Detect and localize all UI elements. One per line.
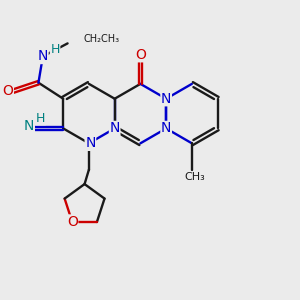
Text: N: N (161, 122, 171, 135)
Text: N: N (24, 119, 34, 133)
Text: N: N (38, 50, 48, 64)
Text: O: O (67, 215, 78, 229)
Text: N: N (110, 122, 120, 135)
Text: N: N (161, 92, 171, 106)
Text: N: N (85, 136, 96, 150)
Text: CH₃: CH₃ (184, 172, 205, 182)
Text: O: O (2, 84, 13, 98)
Text: CH₂CH₃: CH₂CH₃ (84, 34, 120, 44)
Text: H: H (36, 112, 46, 125)
Text: H: H (50, 43, 60, 56)
Text: O: O (135, 48, 146, 62)
